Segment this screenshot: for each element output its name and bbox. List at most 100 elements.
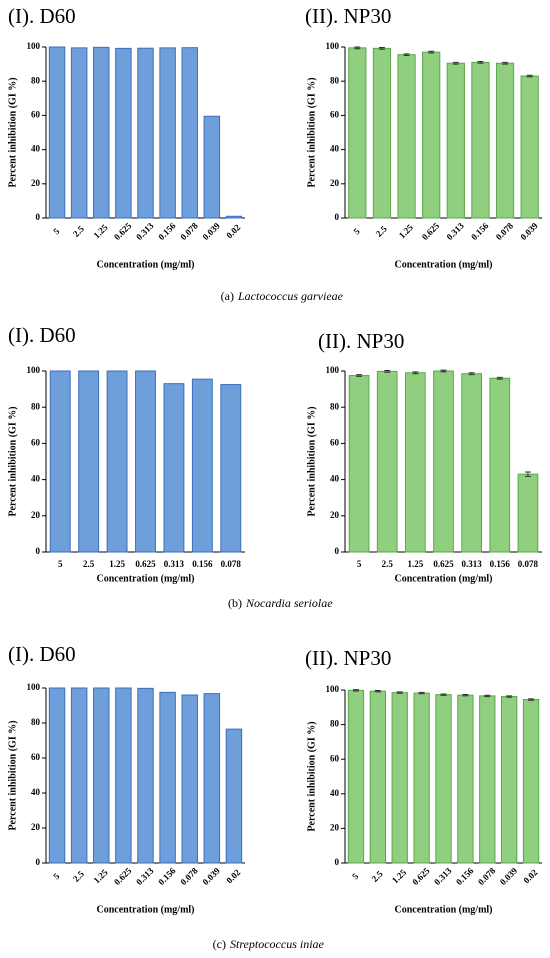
error-bar — [477, 61, 484, 64]
y-tick-label: 100 — [326, 365, 340, 375]
bar — [479, 695, 496, 864]
bar — [376, 370, 398, 553]
bar — [191, 378, 213, 553]
error-bar — [352, 689, 359, 692]
bar — [391, 692, 408, 864]
y-tick-label: 0 — [335, 212, 340, 222]
x-tick-label: 0.039 — [498, 865, 520, 887]
bar — [49, 370, 71, 553]
y-tick-label: 60 — [31, 109, 41, 119]
x-axis-label: Concentration (mg/ml) — [394, 573, 492, 584]
bar — [397, 54, 416, 219]
x-tick-label: 0.02 — [521, 867, 540, 886]
y-tick-label: 20 — [31, 178, 41, 188]
error-bar — [374, 690, 381, 693]
bar — [115, 687, 132, 864]
bar — [70, 687, 88, 864]
error-bar — [526, 74, 533, 78]
chart-title: (II). NP30 — [305, 4, 391, 28]
x-tick-label: 0.078 — [178, 220, 200, 242]
error-bar — [440, 369, 447, 373]
x-tick-label: 0.313 — [164, 559, 185, 569]
bar — [347, 689, 365, 864]
x-tick-label: 0.313 — [134, 220, 156, 242]
bar — [181, 47, 198, 219]
x-tick-label: 0.039 — [518, 220, 540, 242]
y-tick-label: 80 — [31, 75, 41, 85]
y-tick-label: 80 — [31, 717, 41, 727]
x-tick-label: 0.156 — [192, 559, 213, 569]
y-tick-label: 100 — [27, 682, 41, 692]
x-tick-label: 0.039 — [200, 220, 222, 242]
chart-title: (II). NP30 — [318, 329, 404, 353]
bar — [446, 62, 465, 219]
x-tick-label: 0.156 — [156, 865, 178, 887]
bar — [78, 370, 100, 553]
x-tick-label: 0.625 — [420, 220, 442, 242]
y-tick-label: 60 — [330, 109, 340, 119]
bar — [225, 215, 243, 219]
error-bar — [356, 374, 363, 377]
y-tick-label: 0 — [36, 212, 41, 222]
error-bar — [462, 693, 469, 697]
bar — [137, 47, 154, 219]
bar — [520, 75, 539, 219]
y-tick-label: 20 — [31, 822, 41, 832]
x-axis-label: Concentration (mg/ml) — [394, 904, 492, 915]
y-tick-label: 60 — [31, 437, 41, 447]
y-axis-label: Percent inhibition (GI %) — [306, 406, 317, 516]
chart-title: (I). D60 — [8, 4, 76, 28]
y-tick-label: 80 — [330, 75, 340, 85]
error-bar — [528, 698, 535, 701]
x-tick-label: 5 — [58, 559, 63, 569]
error-bar — [418, 691, 425, 695]
x-tick-label: 0.625 — [112, 865, 134, 887]
x-tick-label: 0.039 — [200, 865, 222, 887]
y-tick-label: 20 — [330, 178, 340, 188]
x-tick-label: 0.078 — [221, 559, 242, 569]
x-tick-label: 2.5 — [71, 868, 86, 883]
y-tick-label: 0 — [36, 546, 41, 556]
bar — [203, 693, 221, 864]
bar — [348, 47, 367, 219]
chart-title: (II). NP30 — [305, 646, 391, 670]
x-tick-label: 0.625 — [112, 220, 134, 242]
bar — [422, 51, 441, 219]
bar — [115, 47, 132, 219]
error-bar — [524, 471, 531, 477]
bar — [70, 47, 88, 219]
bar — [435, 694, 452, 864]
bar — [163, 383, 185, 553]
x-tick-label: 0.156 — [156, 220, 178, 242]
x-tick-label: 0.313 — [134, 865, 156, 887]
y-axis-label: Percent inhibition (GI %) — [7, 720, 18, 830]
error-bar — [440, 693, 447, 696]
bar — [48, 687, 66, 864]
bar — [220, 384, 242, 553]
error-bar — [378, 47, 385, 50]
x-axis-label: Concentration (mg/ml) — [96, 573, 194, 584]
x-tick-label: 0.313 — [432, 865, 454, 887]
bar — [159, 47, 176, 219]
bar — [517, 473, 539, 553]
y-tick-label: 60 — [330, 753, 340, 763]
error-bar — [384, 369, 391, 373]
caption-species: Nocardia seriolae — [245, 596, 333, 610]
y-tick-label: 100 — [326, 684, 340, 694]
bar — [203, 115, 221, 219]
y-tick-label: 100 — [27, 365, 41, 375]
x-tick-label: 0.02 — [224, 867, 243, 886]
y-tick-label: 100 — [326, 41, 340, 51]
y-tick-label: 0 — [335, 857, 340, 867]
error-bar — [496, 376, 503, 380]
x-tick-label: 1.25 — [92, 222, 111, 241]
x-tick-label: 0.02 — [224, 222, 243, 241]
y-tick-label: 60 — [330, 437, 340, 447]
y-tick-label: 80 — [330, 401, 340, 411]
bar — [181, 694, 198, 864]
y-tick-label: 20 — [330, 510, 340, 520]
y-tick-label: 20 — [330, 822, 340, 832]
bar — [372, 47, 392, 219]
